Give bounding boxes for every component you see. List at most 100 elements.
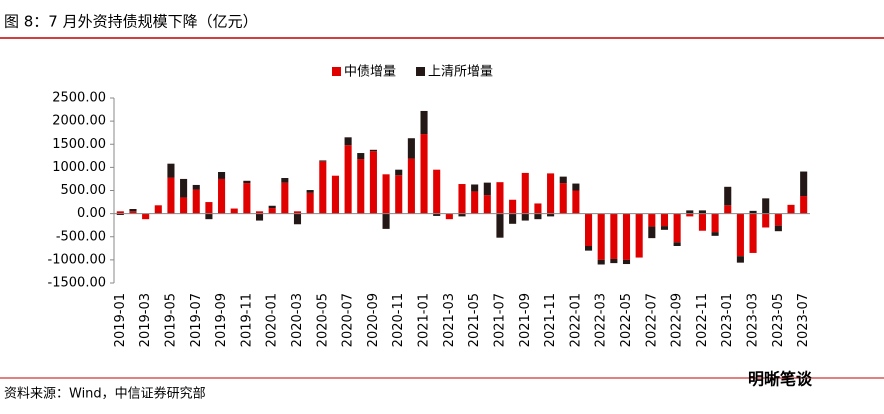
bar-segment [243, 183, 251, 214]
bar-segment [281, 178, 289, 183]
bar-segment [344, 137, 352, 146]
bar-segment [433, 213, 441, 216]
y-tick-label: -1000.00 [48, 252, 106, 267]
bar-segment [407, 138, 415, 159]
y-tick-label: 2000.00 [52, 114, 106, 129]
bar-segment [268, 205, 276, 209]
bar-segment [382, 174, 390, 214]
bar-segment [471, 184, 479, 192]
bar-segment [420, 110, 428, 135]
y-tick-label: 500.00 [61, 183, 107, 198]
bar-segment [192, 189, 200, 214]
bar-segment [255, 211, 264, 214]
bar-segment [116, 213, 124, 216]
chart-title: 图 8：7 月外资持债规模下降（亿元） [4, 13, 258, 31]
x-tick-label: 2020-09 [366, 293, 381, 347]
bar-segment [281, 182, 289, 214]
bar-segment [762, 213, 770, 228]
bar-segment [458, 213, 466, 217]
bar-segment [749, 213, 757, 253]
bar-segment [243, 180, 251, 184]
x-tick-label: 2020-07 [341, 293, 356, 347]
watermark: 明晰笔谈 [748, 370, 813, 389]
legend-label: 中债增量 [344, 65, 396, 80]
bar-segment [787, 204, 795, 214]
x-tick-label: 2023-07 [796, 293, 811, 347]
bar-segment [369, 149, 377, 152]
x-tick-label: 2020-01 [265, 293, 280, 347]
bar-segment [433, 169, 441, 214]
bar-segment [218, 178, 226, 214]
y-tick-label: 0.00 [77, 206, 106, 221]
bar-segment [142, 213, 150, 220]
bar-segment [306, 192, 314, 214]
bar-segment [559, 183, 567, 214]
bar-segment [445, 213, 453, 220]
bar-segment [483, 195, 491, 214]
x-tick-label: 2021-09 [518, 293, 533, 347]
x-tick-label: 2022-01 [568, 293, 583, 347]
y-tick-label: -1500.00 [48, 276, 106, 291]
source: 资料来源：Wind，中信证券研究部 [4, 386, 206, 402]
bar-segment [660, 213, 669, 227]
bar-segment [610, 258, 618, 264]
bar-segment [180, 197, 188, 214]
y-tick-label: 2500.00 [52, 91, 106, 106]
bar-segment [597, 259, 605, 265]
bar-segment [496, 213, 504, 238]
bar-segment [167, 177, 175, 214]
x-tick-label: 2023-03 [746, 293, 761, 347]
bar-segment [116, 211, 124, 214]
bar-segment [800, 196, 808, 214]
bar-segment [306, 190, 314, 193]
x-tick-label: 2019-11 [239, 293, 254, 347]
bar-segment [724, 186, 732, 206]
bar-segment [521, 172, 529, 214]
x-tick-label: 2021-03 [442, 293, 457, 347]
bar-segment [205, 213, 213, 220]
bar-segment [774, 213, 782, 226]
bar-segment [369, 151, 377, 214]
x-tick-label: 2021-11 [543, 293, 558, 347]
bar-segment [547, 213, 555, 217]
bar-segment [800, 171, 808, 197]
bar-segment [167, 163, 175, 178]
legend-swatch [332, 67, 341, 76]
x-tick-label: 2021-05 [467, 293, 482, 347]
bar-segment [319, 161, 327, 214]
x-tick-label: 2023-01 [720, 293, 735, 347]
bar-segment [585, 213, 593, 246]
bar-segment [610, 213, 618, 259]
legend-swatch [416, 67, 426, 76]
y-tick-label: 1500.00 [52, 137, 106, 152]
bar-segment [471, 191, 479, 214]
bar-segment [205, 202, 213, 214]
x-tick-label: 2023-05 [771, 293, 786, 347]
bar-segment [736, 256, 744, 263]
bar-segment [407, 158, 415, 214]
bar-segment [382, 213, 390, 229]
bar-segment [534, 203, 542, 214]
bar-segment [686, 210, 694, 214]
bar-segment [129, 209, 137, 212]
bar-segment [559, 176, 567, 184]
x-tick-label: 2019-07 [189, 293, 204, 347]
x-tick-label: 2020-03 [290, 293, 305, 347]
x-tick-label: 2019-01 [113, 293, 128, 347]
bar-segment [686, 213, 694, 217]
x-tick-label: 2020-05 [315, 293, 330, 347]
bar-segment [293, 211, 302, 214]
bar-segment [762, 198, 770, 214]
bar-segment [673, 242, 681, 246]
bar-segment [711, 232, 719, 236]
bar-segment [749, 210, 757, 214]
bar-segment [230, 208, 238, 214]
bar-segment [268, 208, 276, 214]
x-tick-label: 2022-05 [619, 293, 634, 347]
bar-segment [585, 246, 593, 251]
bar-segment [660, 226, 669, 230]
bar-segment [458, 184, 466, 214]
bar-segment [218, 172, 226, 179]
bar-segment [711, 213, 719, 233]
